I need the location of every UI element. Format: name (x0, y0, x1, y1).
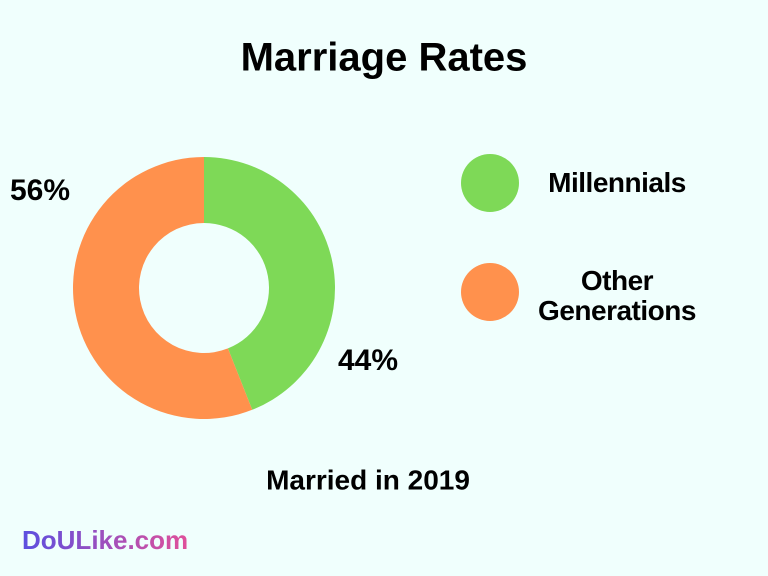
value-label: 44% (338, 344, 398, 377)
donut-slice (73, 156, 253, 419)
legend-label: Millennials (548, 167, 686, 198)
annotation: Married in 2019 (266, 464, 470, 495)
chart-title: Marriage Rates (241, 36, 528, 80)
legend-label: Other Generations (538, 265, 696, 326)
donut-slice (204, 157, 336, 410)
legend-swatch (461, 263, 519, 321)
watermark: DoULike.com (22, 525, 188, 555)
value-label: 56% (10, 174, 70, 207)
legend-swatch (461, 154, 519, 212)
